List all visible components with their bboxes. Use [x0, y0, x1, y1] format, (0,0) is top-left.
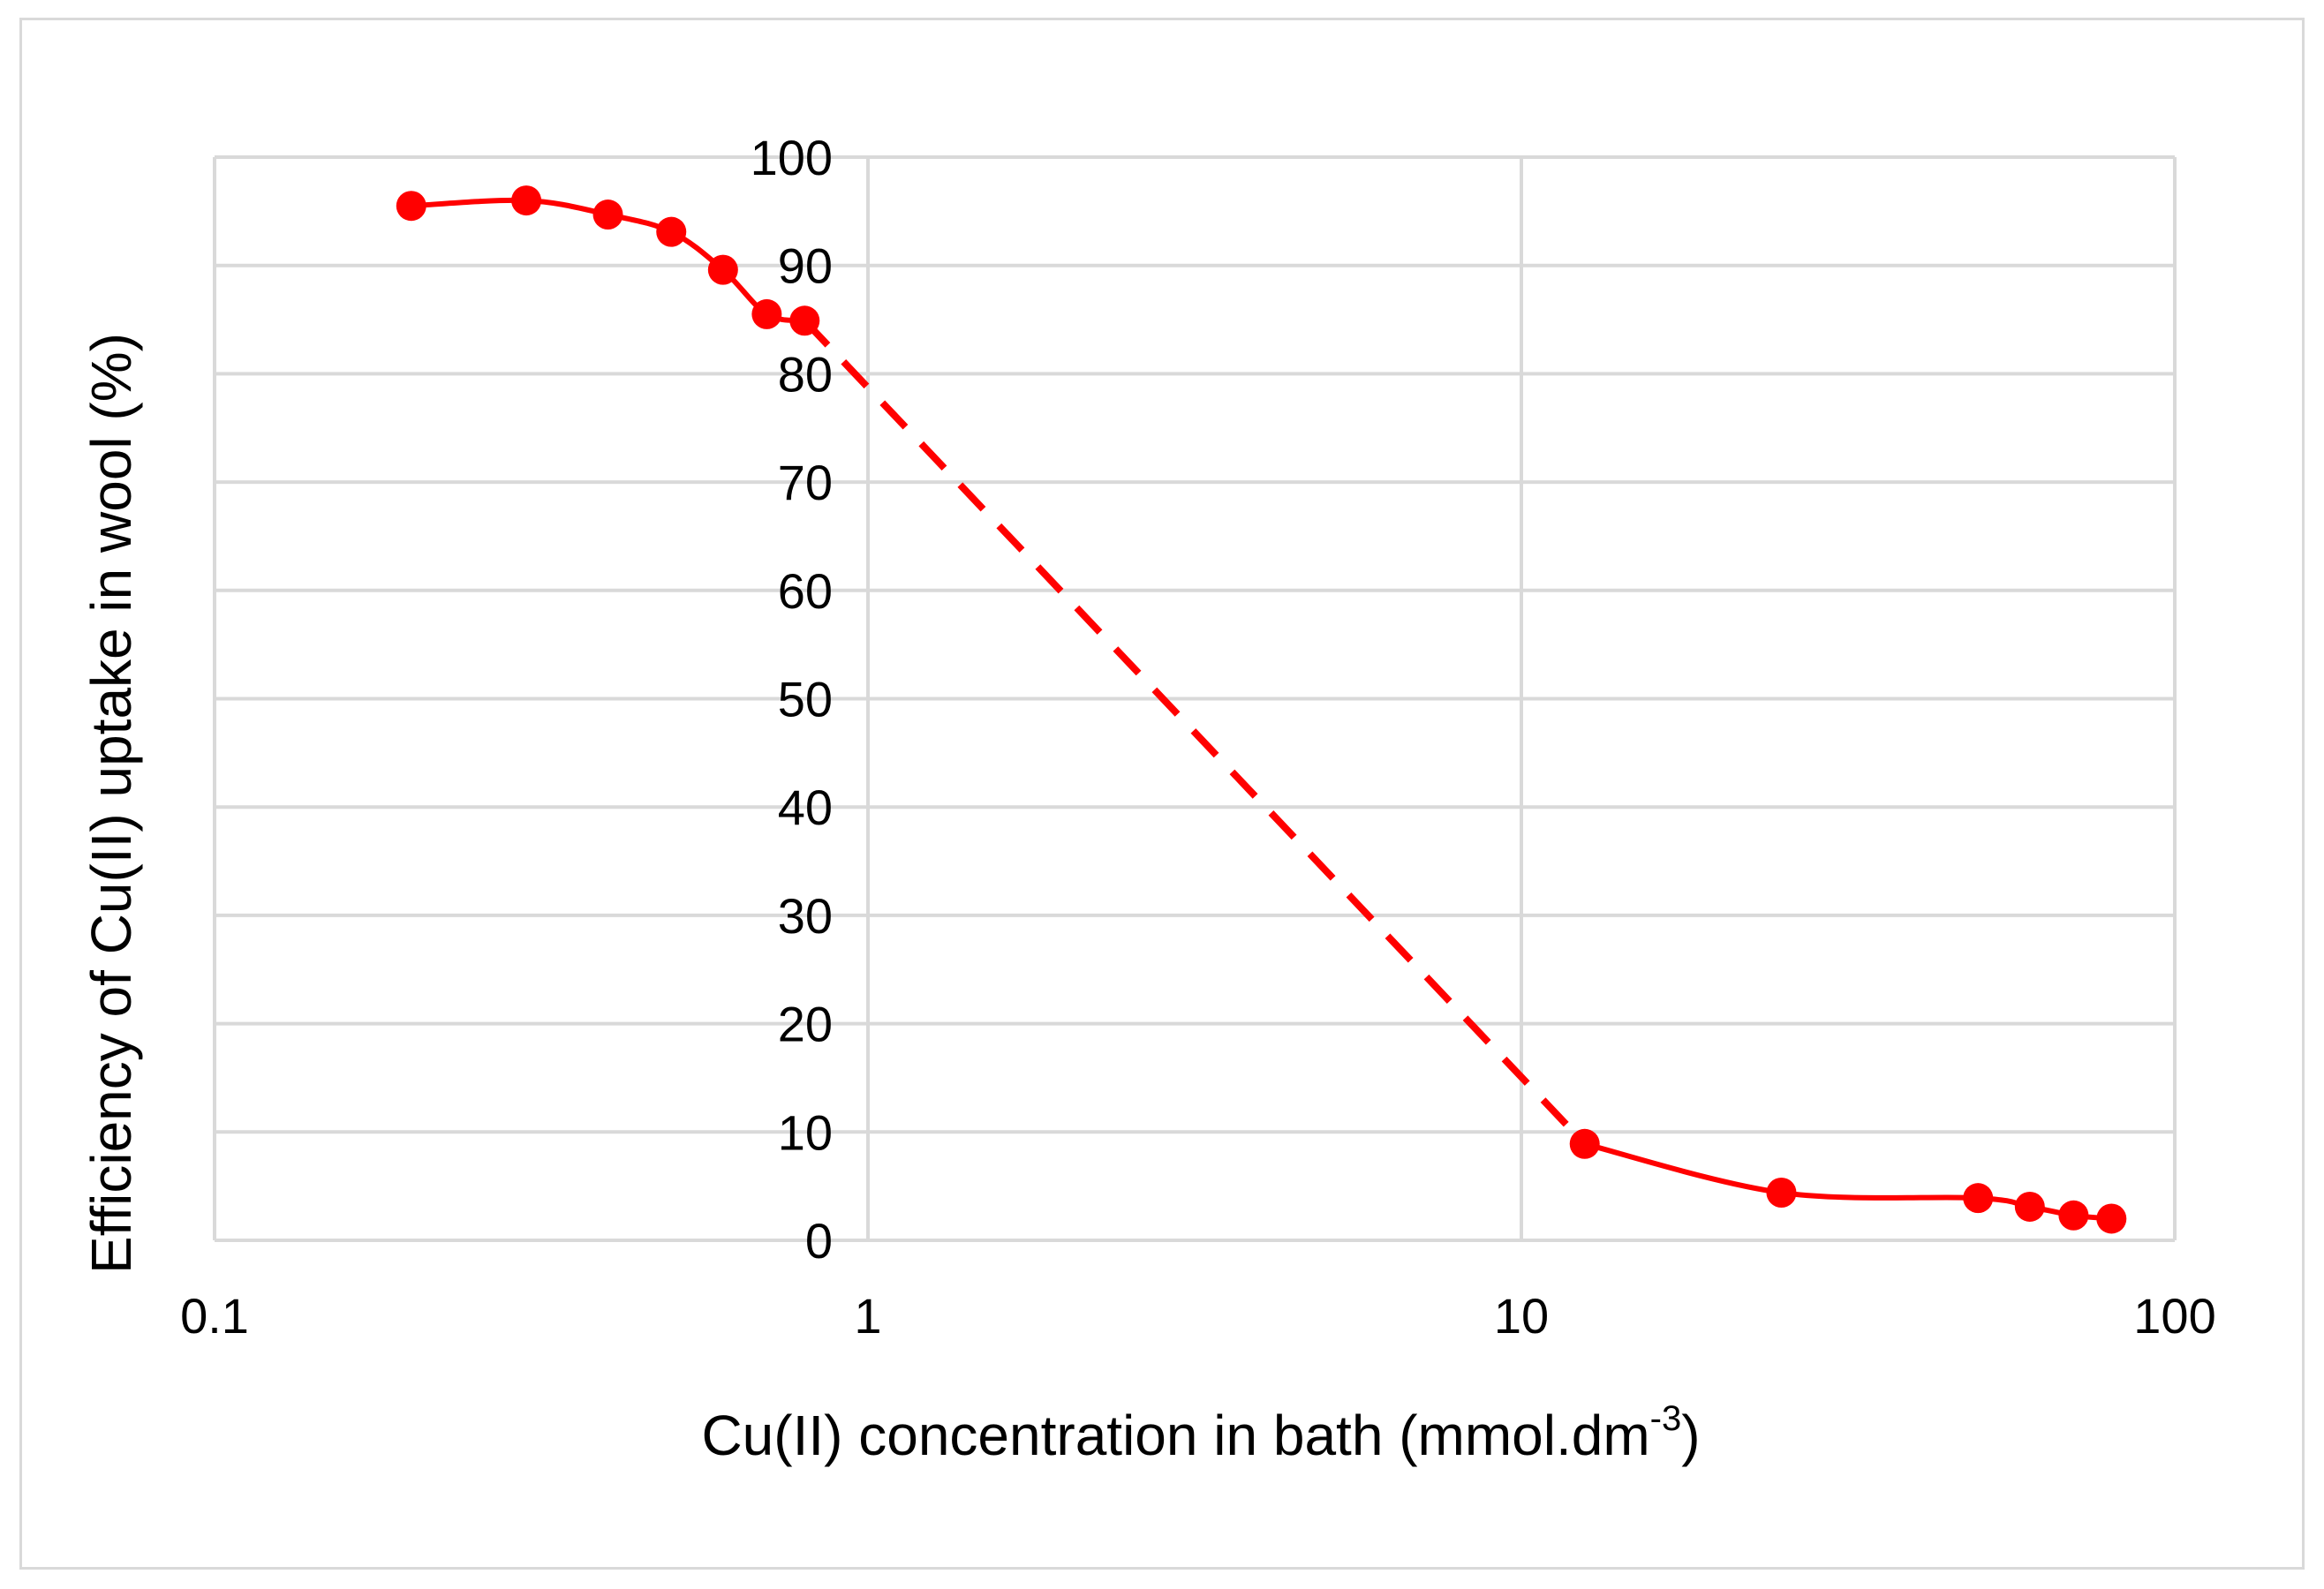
y-tick-label: 10 — [778, 1104, 833, 1160]
chart-frame — [19, 18, 2305, 1570]
data-point-7 — [1569, 1128, 1600, 1159]
data-point-6 — [789, 305, 820, 336]
y-tick-label: 0 — [805, 1213, 833, 1269]
x-tick-label: 100 — [2133, 1288, 2215, 1344]
series-dashed-segment — [802, 318, 1588, 1147]
y-tick-label: 90 — [778, 238, 833, 294]
data-points — [396, 185, 2127, 1234]
data-point-9 — [1963, 1183, 1994, 1214]
y-axis-title: Efficiency of Cu(II) uptake in wool (%) — [79, 333, 143, 1274]
data-point-0 — [396, 191, 426, 222]
y-tick-label: 50 — [778, 672, 833, 727]
data-point-12 — [2096, 1203, 2127, 1234]
y-tick-label: 70 — [778, 455, 833, 510]
y-tick-label: 100 — [751, 130, 833, 185]
data-point-8 — [1766, 1178, 1797, 1209]
x-axis-title: Cu(II) concentration in bath (mmol.dm-3) — [701, 1399, 1700, 1467]
grid — [213, 155, 2177, 1242]
y-tick-label: 40 — [778, 779, 833, 835]
y-tick-label: 60 — [778, 563, 833, 619]
data-point-4 — [707, 254, 738, 285]
data-point-2 — [592, 200, 623, 230]
x-axis-title-superscript: -3 — [1650, 1399, 1682, 1438]
x-tick-label: 10 — [1494, 1288, 1549, 1344]
series-line — [408, 197, 2115, 1222]
tick-labels: 0 10 20 30 40 50 60 70 80 90 100 0.1 1 10 100 — [180, 130, 2216, 1344]
data-point-5 — [751, 298, 782, 329]
y-tick-label: 20 — [778, 997, 833, 1052]
x-axis-title-main: Cu(II) concentration in bath (mmol.dm — [701, 1404, 1649, 1467]
x-axis-title-suffix: ) — [1681, 1404, 1700, 1467]
x-tick-label: 0.1 — [180, 1288, 249, 1344]
data-point-10 — [2014, 1191, 2045, 1222]
x-tick-label: 1 — [854, 1288, 881, 1344]
y-tick-label: 30 — [778, 888, 833, 944]
y-tick-label: 80 — [778, 346, 833, 402]
data-point-3 — [656, 216, 687, 247]
data-point-1 — [511, 185, 542, 216]
data-point-11 — [2058, 1200, 2089, 1231]
